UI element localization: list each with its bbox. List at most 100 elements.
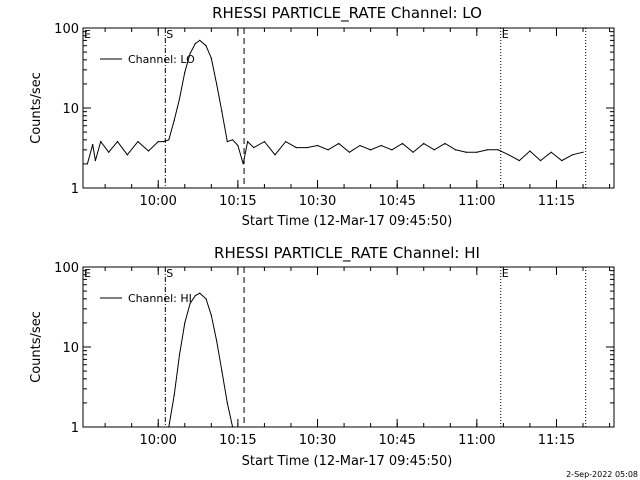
- data-point: [210, 314, 212, 316]
- data-point: [126, 154, 128, 156]
- marker-label: E: [84, 267, 91, 280]
- data-point: [327, 149, 329, 151]
- data-point: [465, 151, 467, 153]
- data-point: [412, 151, 414, 153]
- data-point: [205, 45, 207, 47]
- data-point: [216, 83, 218, 85]
- data-point: [582, 151, 584, 153]
- data-point: [216, 340, 218, 342]
- data-point: [476, 151, 478, 153]
- data-point: [380, 144, 382, 147]
- data-point: [199, 292, 201, 294]
- data-point: [168, 426, 170, 428]
- data-point: [253, 146, 255, 149]
- data-point: [173, 119, 175, 121]
- data-point: [178, 354, 181, 356]
- data-point: [86, 163, 89, 165]
- data-point: [184, 71, 186, 73]
- plot-frame: [82, 27, 615, 189]
- data-point: [242, 163, 244, 165]
- data-point: [518, 160, 520, 162]
- x-axis-label: Start Time (12-Mar-17 09:45:50): [242, 454, 453, 469]
- marker-label: E: [502, 267, 509, 280]
- y-tick-label: 100: [54, 261, 79, 276]
- data-point: [433, 149, 435, 151]
- data-point: [157, 141, 159, 143]
- x-tick-label: 10:00: [139, 433, 176, 448]
- x-tick-label: 10:30: [299, 433, 336, 448]
- x-tick-label: 10:15: [219, 194, 256, 209]
- data-point: [221, 111, 223, 113]
- data-point: [247, 141, 249, 143]
- data-point: [162, 141, 165, 143]
- data-point: [116, 141, 119, 143]
- data-point: [444, 142, 446, 145]
- data-point: [316, 144, 319, 147]
- data-point: [539, 160, 542, 162]
- y-tick-label: 10: [62, 102, 79, 117]
- axis-ticks: 10:00 10:15 10:30 10:45 11:00 11:15 1 10 100: [54, 261, 614, 448]
- data-point: [454, 149, 457, 151]
- y-tick-label: 10: [62, 341, 79, 356]
- legend-label: Channel: HI: [128, 292, 192, 305]
- marker-label: S: [166, 28, 173, 41]
- x-tick-label: 10:45: [378, 433, 415, 448]
- data-point: [189, 52, 191, 55]
- data-point: [263, 141, 266, 143]
- data-point: [199, 39, 201, 41]
- data-point: [497, 149, 499, 151]
- data-point: [147, 150, 150, 152]
- data-point: [571, 154, 574, 156]
- data-point: [359, 144, 361, 147]
- data-point: [194, 294, 196, 297]
- y-tick-label: 100: [54, 22, 79, 37]
- data-point: [508, 154, 510, 156]
- data-point: [423, 142, 425, 145]
- axis-ticks: 10:00 10:15 10:30 10:45 11:00 11:15 1 10 100: [54, 22, 614, 209]
- data-point: [306, 146, 308, 149]
- data-point: [178, 98, 181, 100]
- x-tick-label: 10:15: [219, 433, 256, 448]
- y-axis-label: Counts/sec: [29, 311, 44, 383]
- marker-label: E: [84, 28, 91, 41]
- y-tick-label: 1: [71, 182, 79, 197]
- data-point: [108, 151, 110, 153]
- x-tick-label: 11:15: [538, 194, 575, 209]
- y-axis-label: Counts/sec: [29, 72, 44, 144]
- chart-title: RHESSI PARTICLE_RATE Channel: HI: [214, 244, 480, 263]
- marker-label: S: [166, 267, 173, 280]
- y-tick-label: 1: [71, 421, 79, 436]
- data-point: [231, 139, 234, 141]
- data-point: [348, 151, 350, 153]
- data-point: [401, 142, 404, 145]
- data-point: [370, 149, 372, 151]
- marker-label: E: [502, 28, 509, 41]
- x-tick-label: 11:15: [538, 433, 575, 448]
- plot-frame: [82, 266, 615, 428]
- footer-timestamp: 2-Sep-2022 05:08: [566, 470, 638, 479]
- data-point: [338, 142, 340, 145]
- data-point: [92, 143, 94, 146]
- x-tick-label: 11:00: [458, 194, 495, 209]
- legend: Channel: LO: [100, 53, 195, 66]
- data-point: [231, 426, 234, 428]
- x-tick-label: 10:30: [299, 194, 336, 209]
- data-point: [226, 141, 228, 143]
- hi-channel-panel: RHESSI PARTICLE_RATE Channel: HI Counts/…: [29, 244, 615, 469]
- data-point: [94, 160, 96, 162]
- data-point: [100, 141, 102, 143]
- data-point: [168, 139, 170, 141]
- data-point: [137, 141, 139, 143]
- data-point: [529, 150, 531, 152]
- series-line: [168, 292, 234, 428]
- x-tick-label: 10:45: [378, 194, 415, 209]
- data-point: [189, 302, 191, 305]
- data-point: [561, 160, 563, 162]
- legend-label: Channel: LO: [128, 53, 195, 66]
- data-point: [274, 154, 276, 156]
- data-point: [295, 146, 297, 149]
- data-point: [194, 42, 196, 45]
